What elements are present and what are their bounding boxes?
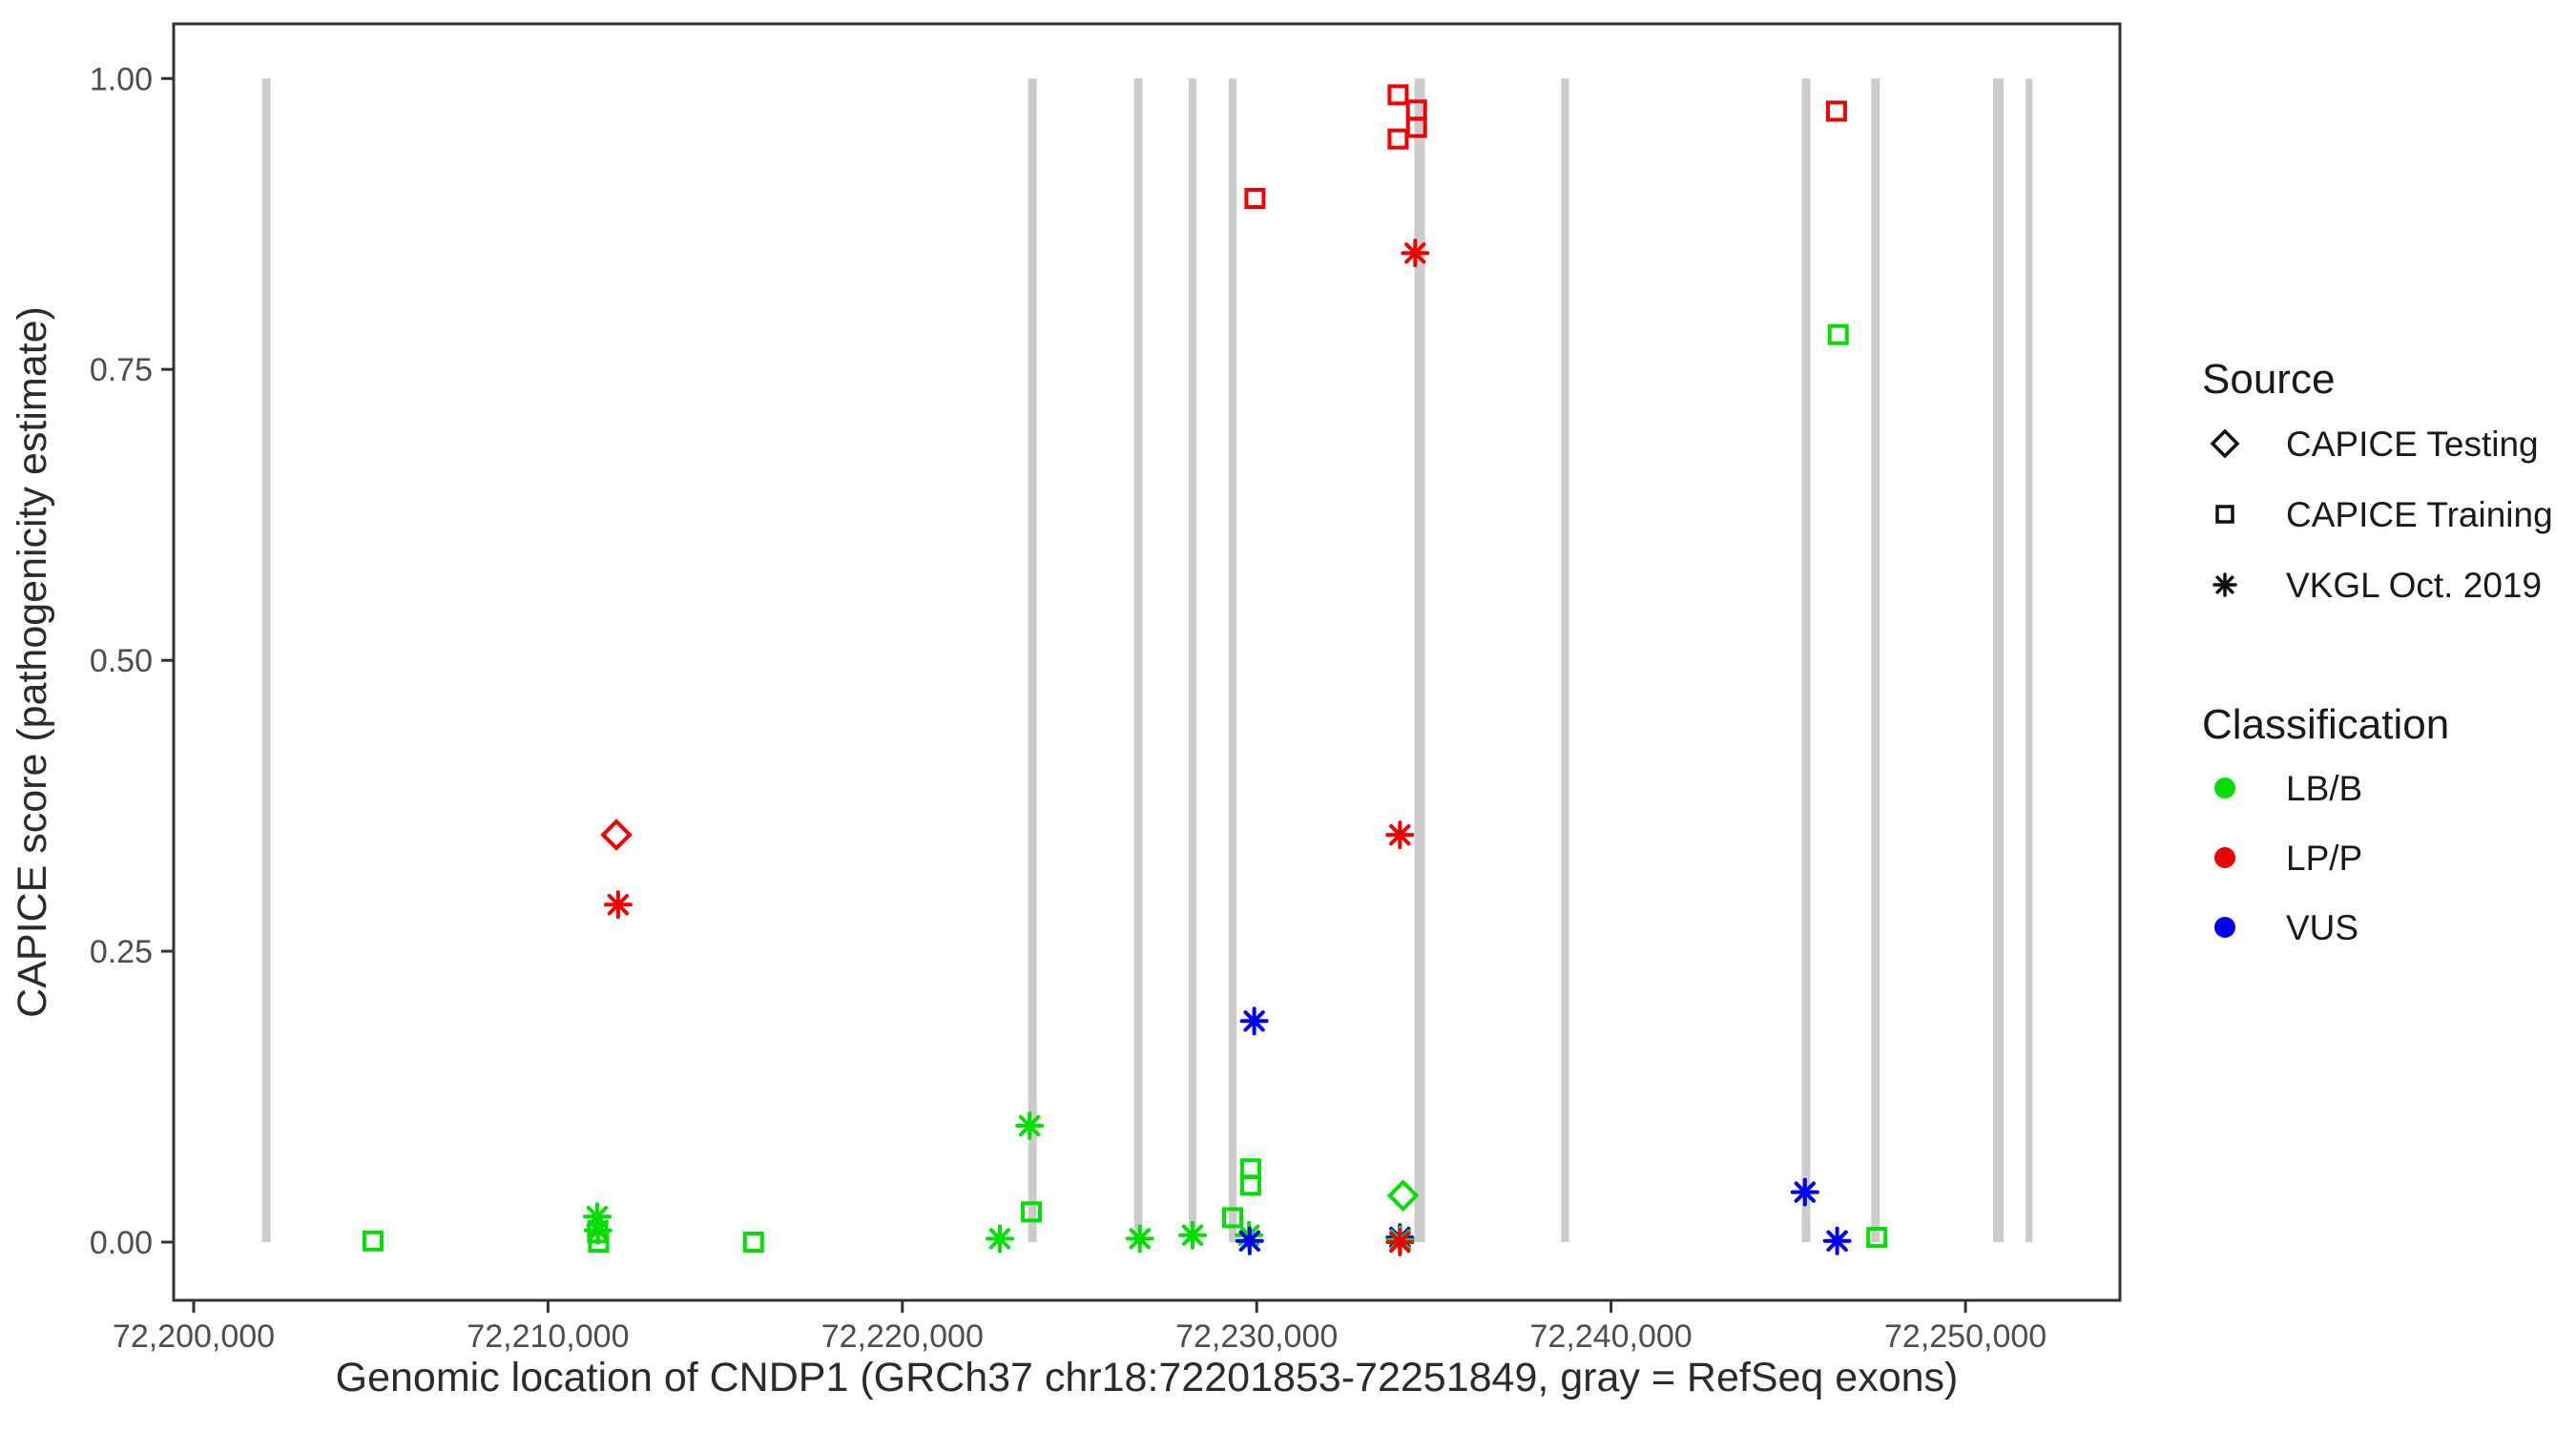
green-dot-icon [2214,778,2235,798]
diamond-icon [2210,428,2240,459]
data-point-asterisk [583,1215,613,1245]
x-tick-label: 72,220,000 [821,1318,984,1355]
data-point-asterisk [1401,238,1430,268]
exon-bar [1028,78,1037,1242]
legend-classification-title: Classification [2202,701,2449,748]
x-tick-label: 72,230,000 [1175,1318,1338,1355]
data-point-square [1387,84,1409,106]
legend-item-label: LP/P [2286,839,2362,878]
data-point-diamond [600,819,633,851]
plot-panel-border [172,22,2122,1302]
data-point-asterisk [986,1224,1014,1254]
data-point-square [1825,100,1847,122]
legend-source-title: Source [2202,356,2335,403]
y-tick-label: 0.50 [90,643,153,679]
data-point-asterisk [1385,820,1415,850]
data-point-square [1021,1201,1042,1223]
exon-bar [1188,78,1197,1242]
legend-item-capice-testing: CAPICE Testing [2210,425,2539,464]
data-point-asterisk [1239,1006,1269,1036]
legend-item-label: VKGL Oct. 2019 [2286,566,2542,605]
exon-bar [1414,78,1425,1242]
x-tick-label: 72,250,000 [1884,1318,2046,1355]
legend-item-lpp: LP/P [2214,839,2362,878]
data-point-square [1222,1207,1243,1229]
data-point-asterisk [603,890,633,920]
data-point-asterisk [1822,1226,1852,1255]
data-point-square [1244,188,1266,209]
data-point-asterisk [1790,1177,1819,1207]
data-point-square [1239,1174,1261,1196]
data-point-diamond [1386,1179,1420,1213]
exon-bar [1993,78,2005,1242]
x-tick-label: 72,200,000 [113,1318,275,1355]
data-point-square [1387,128,1409,150]
red-dot-icon [2214,847,2235,868]
x-tick-label: 72,210,000 [467,1318,629,1355]
legend-item-vus: VUS [2214,908,2358,947]
exon-bar [2025,78,2033,1242]
legend-item-label: VUS [2286,908,2358,947]
exon-bar [1801,78,1811,1242]
data-point-asterisk [1015,1111,1045,1140]
legend-item-label: CAPICE Training [2286,495,2553,534]
legend-item-label: CAPICE Testing [2286,425,2539,464]
axes-layer: 72,200,000 72,210,000 72,220,000 72,230,000… [90,61,2046,1355]
legend-item-label: LB/B [2286,769,2362,808]
exon-bar [1561,78,1569,1242]
y-tick-label: 0.25 [90,934,153,970]
y-axis-title: CAPICE score (pathogenicity estimate) [10,306,55,1018]
exon-bars-layer [261,78,2033,1242]
exon-bar [1871,78,1880,1242]
x-axis-title: Genomic location of CNDP1 (GRCh37 chr18:… [336,1355,1959,1400]
data-point-asterisk [1125,1224,1154,1254]
legend-item-capice-training: CAPICE Training [2215,495,2553,534]
data-point-square [1405,116,1427,138]
data-point-square [1866,1227,1888,1249]
legend-item-vkgl: VKGL Oct. 2019 [2212,566,2542,605]
exon-bar [1133,78,1143,1242]
exon-bar [1228,78,1237,1242]
data-point-square [362,1230,384,1252]
data-point-square [588,1232,610,1253]
data-point-asterisk [1235,1226,1264,1255]
data-point-square [742,1232,764,1253]
square-icon [2215,505,2234,524]
legend: Source CAPICE Testing CAPICE Training VK… [2202,356,2553,947]
x-tick-label: 72,240,000 [1530,1318,1693,1355]
asterisk-icon [2212,572,2237,597]
y-tick-label: 0.75 [90,352,153,388]
blue-dot-icon [2214,917,2235,938]
data-point-asterisk [1385,1228,1415,1256]
legend-item-lbb: LB/B [2214,769,2362,808]
y-tick-label: 0.00 [90,1225,153,1261]
data-point-square [1827,323,1849,345]
y-tick-label: 1.00 [90,61,153,97]
exon-bar [261,78,271,1242]
data-point-asterisk [1178,1220,1207,1250]
data-points-layer [362,84,1888,1256]
